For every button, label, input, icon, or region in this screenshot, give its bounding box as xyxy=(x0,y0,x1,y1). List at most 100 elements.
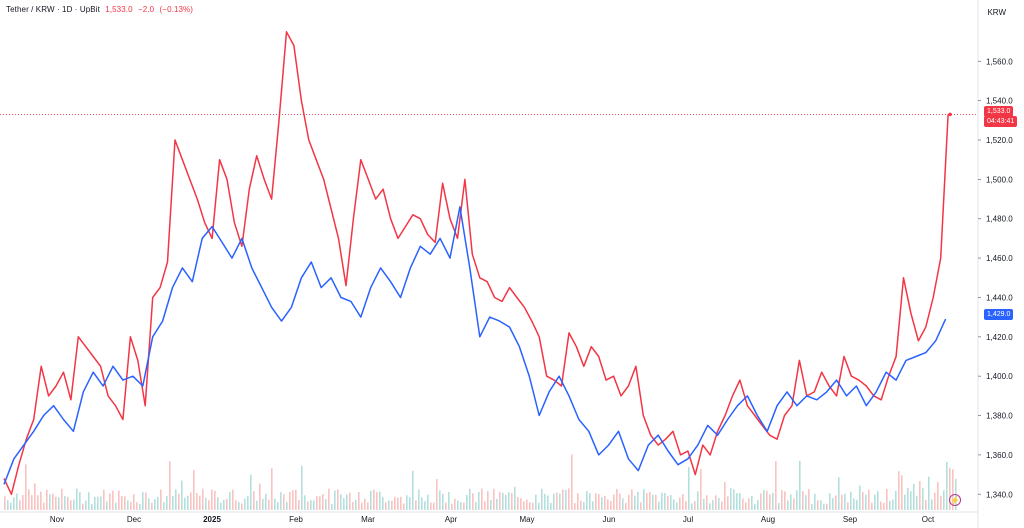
y-tick-label: 1,380.0 xyxy=(986,412,1013,421)
volume-bar xyxy=(952,469,954,510)
volume-bar xyxy=(337,489,339,510)
volume-bar xyxy=(595,493,597,510)
volume-bar xyxy=(463,502,465,510)
volume-bar xyxy=(142,492,144,510)
volume-bar xyxy=(379,491,381,510)
volume-bar xyxy=(169,461,171,510)
volume-bar xyxy=(775,460,777,510)
volume-bar xyxy=(694,501,696,510)
volume-bar xyxy=(544,493,546,510)
volume-bar xyxy=(850,491,852,510)
volume-bar xyxy=(592,501,594,510)
volume-bar xyxy=(559,493,561,510)
volume-bar xyxy=(682,494,684,510)
volume-bar xyxy=(292,490,294,510)
volume-bar xyxy=(328,488,330,510)
volume-bar xyxy=(862,492,864,510)
volume-bar xyxy=(13,497,15,510)
x-tick-label: Nov xyxy=(50,515,64,524)
volume-bar xyxy=(49,494,51,510)
volume-bar xyxy=(133,494,135,510)
volume-bar xyxy=(649,491,651,510)
volume-bar xyxy=(565,490,567,510)
volume-bar xyxy=(571,454,573,510)
price-change-pct: (−0.13%) xyxy=(159,5,194,14)
volume-bar xyxy=(811,503,813,510)
volume-bar xyxy=(640,502,642,510)
volume-bar xyxy=(184,497,186,510)
volume-bar xyxy=(568,488,570,510)
volume-bar xyxy=(115,502,117,510)
volume-bar xyxy=(706,495,708,510)
volume-bar xyxy=(505,495,507,510)
red-series-line xyxy=(3,31,949,496)
volume-bar xyxy=(619,493,621,510)
volume-bar xyxy=(646,493,648,510)
volume-bar xyxy=(382,497,384,510)
volume-bar xyxy=(913,483,915,510)
volume-bar xyxy=(322,494,324,510)
volume-bar xyxy=(691,503,693,510)
volume-bar xyxy=(439,490,441,510)
volume-bar xyxy=(763,490,765,510)
volume-bar xyxy=(157,496,159,510)
volume-bar xyxy=(733,489,735,510)
volume-bar xyxy=(436,479,438,510)
volume-bar xyxy=(424,501,426,510)
volume-bar xyxy=(745,502,747,510)
axis-currency-label[interactable]: KRW xyxy=(987,8,1006,17)
volume-bar xyxy=(865,494,867,510)
x-tick-label: Dec xyxy=(127,515,141,524)
volume-bar xyxy=(277,502,279,510)
volume-bar xyxy=(289,491,291,510)
volume-bar xyxy=(37,495,39,510)
volume-bar xyxy=(535,494,537,510)
volume-bar xyxy=(307,501,309,510)
second-series-badge: 1,429.0 xyxy=(984,309,1014,320)
volume-bar xyxy=(40,491,42,510)
volume-bar xyxy=(613,494,615,510)
volume-bar xyxy=(487,491,489,510)
volume-bar xyxy=(946,461,948,510)
volume-bar xyxy=(787,500,789,510)
volume-bar xyxy=(757,500,759,510)
volume-bar xyxy=(697,491,699,510)
y-tick-label: 1,460.0 xyxy=(986,254,1013,263)
volume-bar xyxy=(313,500,315,510)
volume-bar xyxy=(871,502,873,510)
x-tick-label: May xyxy=(519,515,534,524)
volume-bar xyxy=(367,502,369,510)
symbol-title: Tether / KRW · 1D · UpBit xyxy=(6,5,100,14)
volume-bar xyxy=(538,502,540,510)
volume-bar xyxy=(448,492,450,510)
volume-bar xyxy=(796,490,798,510)
lightning-icon[interactable]: ⚡ xyxy=(949,494,961,506)
volume-bar xyxy=(799,460,801,510)
x-tick-label: Sep xyxy=(843,515,858,524)
volume-bar xyxy=(589,493,591,510)
volume-bar xyxy=(334,490,336,510)
volume-bar xyxy=(484,501,486,510)
volume-bar xyxy=(82,503,84,510)
volume-bar xyxy=(664,492,666,510)
volume-bar xyxy=(241,503,243,510)
last-price-marker xyxy=(948,112,952,117)
volume-bar xyxy=(907,487,909,510)
volume-bar xyxy=(166,496,168,510)
volume-bar xyxy=(628,494,630,510)
volume-bar xyxy=(676,502,678,510)
volume-bar xyxy=(661,492,663,510)
x-tick-label: Apr xyxy=(445,515,458,524)
volume-bar xyxy=(574,503,576,510)
volume-bar xyxy=(715,495,717,510)
volume-bar xyxy=(940,495,942,510)
volume-bar xyxy=(100,496,102,510)
volume-bar xyxy=(217,497,219,510)
volume-bar xyxy=(31,495,33,510)
volume-bar xyxy=(499,491,501,510)
volume-bar xyxy=(583,502,585,510)
volume-bar xyxy=(895,490,897,510)
volume-bar xyxy=(160,489,162,510)
volume-bar xyxy=(193,470,195,510)
